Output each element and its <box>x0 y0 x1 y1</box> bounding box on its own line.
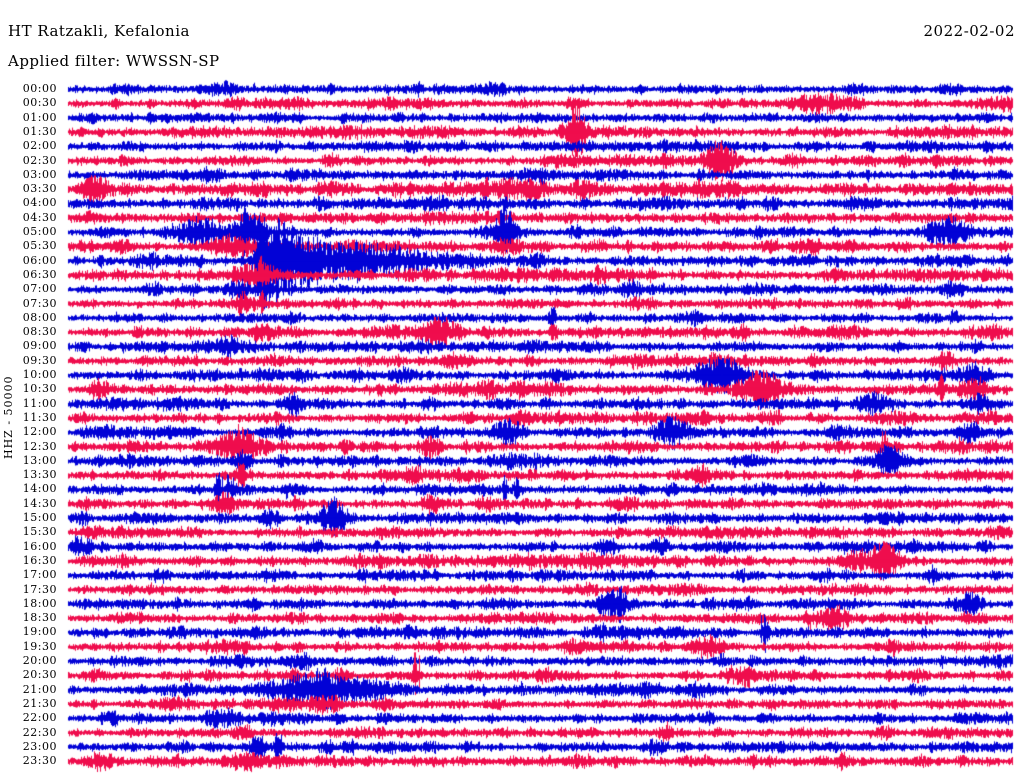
time-label: 16:30 <box>22 553 57 567</box>
time-label: 22:00 <box>22 711 57 725</box>
time-label: 12:30 <box>22 439 57 453</box>
time-label: 04:30 <box>22 210 57 224</box>
time-label: 04:00 <box>22 196 57 210</box>
time-label: 06:30 <box>22 267 57 281</box>
time-label: 02:30 <box>22 153 57 167</box>
time-label: 14:00 <box>22 482 57 496</box>
time-label: 17:30 <box>22 582 57 596</box>
time-label: 23:00 <box>22 739 57 753</box>
time-label: 01:30 <box>22 124 57 138</box>
time-label: 15:30 <box>22 525 57 539</box>
time-label: 10:00 <box>22 368 57 381</box>
time-label: 21:30 <box>22 696 57 710</box>
record-date: 2022-02-02 <box>923 22 1015 40</box>
time-label: 23:30 <box>22 754 57 768</box>
time-label: 11:00 <box>22 396 57 410</box>
time-label: 12:00 <box>22 425 57 439</box>
time-label: 20:30 <box>22 668 57 682</box>
time-label: 11:30 <box>22 410 57 424</box>
time-label: 02:00 <box>22 139 57 153</box>
time-label: 06:00 <box>22 253 57 267</box>
time-label: 09:30 <box>22 353 57 367</box>
time-label: 15:00 <box>22 511 57 524</box>
time-label: 18:30 <box>22 611 57 625</box>
time-label: 03:00 <box>22 167 57 181</box>
time-label: 19:00 <box>22 625 57 639</box>
time-label: 19:30 <box>22 639 57 653</box>
time-label: 13:00 <box>22 453 57 467</box>
time-label: 00:00 <box>22 82 57 95</box>
time-label: 21:00 <box>22 682 57 696</box>
applied-filter-label: Applied filter: WWSSN-SP <box>8 52 220 70</box>
time-label: 08:30 <box>22 325 57 339</box>
time-label: 18:00 <box>22 596 57 610</box>
time-label: 07:00 <box>22 282 57 296</box>
time-label: 05:00 <box>22 225 57 238</box>
time-label: 20:00 <box>22 654 57 667</box>
time-label: 08:00 <box>22 310 57 324</box>
time-label: 09:00 <box>22 339 57 353</box>
time-axis-labels: 00:00 00:30 01:00 01:30 02:00 02:30 03:00 03:30… <box>0 0 57 780</box>
time-label: 10:30 <box>22 382 57 396</box>
station-title: HT Ratzakli, Kefalonia <box>8 22 190 40</box>
time-label: 00:30 <box>22 96 57 110</box>
time-label: 22:30 <box>22 725 57 739</box>
time-label: 13:30 <box>22 468 57 482</box>
time-label: 05:30 <box>22 239 57 253</box>
time-label: 16:00 <box>22 539 57 553</box>
time-label: 14:30 <box>22 496 57 510</box>
time-label: 17:00 <box>22 568 57 582</box>
time-label: 03:30 <box>22 182 57 196</box>
time-label: 07:30 <box>22 296 57 310</box>
time-label: 01:00 <box>22 110 57 124</box>
